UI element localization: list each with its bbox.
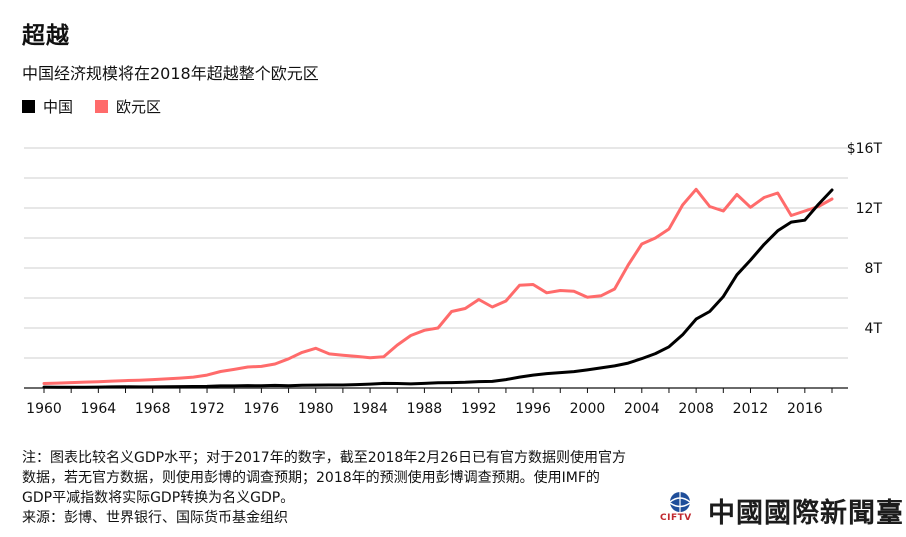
legend-label-china: 中国 [43,98,74,116]
logo-sublabel: CIFTV [660,513,692,523]
legend-item-eurozone: 欧元区 [95,96,161,117]
x-tick-label: 2008 [678,401,714,417]
x-tick-label: 1980 [298,401,334,417]
line-chart: 4T 8T 12T $16T 1960 1964 1968 1972 1976 1980 1984 1… [24,141,883,417]
x-tick-label: 1984 [352,401,388,417]
source-line: 来源：彭博、世界银行、国际货币基金组织 [22,510,288,526]
legend-item-china: 中国 [22,96,73,117]
series-line-eurozone [42,187,834,385]
y-tick-label: 4T [865,321,883,337]
x-tick-label: 2004 [624,401,660,417]
x-tick-label: 1972 [189,401,225,417]
y-tick-label: 12T [856,201,883,217]
footnote-line: GDP平减指数将实际GDP转换为名义GDP。 [22,490,295,506]
x-tick-label: 1996 [515,401,551,417]
footnotes: 注：图表比较名义GDP水平；对于2017年的数字，截至2018年2月26日已有官… [22,448,782,528]
legend-swatch-china [22,100,35,113]
chart-subtitle: 中国经济规模将在2018年超越整个欧元区 [22,64,319,83]
x-tick-label: 2000 [570,401,606,417]
x-tick-label: 1992 [461,401,497,417]
footnote-line: 注：图表比较名义GDP水平；对于2017年的数字，截至2018年2月26日已有官… [22,450,627,466]
logo-text: 中國國際新聞臺 [708,497,904,529]
x-tick-label: 1964 [81,401,117,417]
y-tick-label: $16T [847,141,883,157]
broadcaster-logo: CIFTV 中國國際新聞臺 [658,490,904,530]
legend: 中国 欧元区 [22,96,183,117]
legend-swatch-eurozone [95,100,109,113]
x-tick-label: 1960 [26,401,62,417]
series-line-china [42,188,834,389]
x-tick-label: 2016 [787,401,823,417]
x-tick-label: 1976 [244,401,280,417]
x-tick-label: 1968 [135,401,171,417]
x-tick-label: 1988 [407,401,443,417]
x-tick-label: 2012 [733,401,769,417]
legend-label-eurozone: 欧元区 [116,98,162,116]
footnote-line: 数据，若无官方数据，则使用彭博的调查预期；2018年的预测使用彭博调查预期。使用… [22,470,600,486]
globe-icon: CIFTV [658,490,702,530]
chart-title: 超越 [22,23,70,49]
y-tick-label: 8T [865,261,883,277]
